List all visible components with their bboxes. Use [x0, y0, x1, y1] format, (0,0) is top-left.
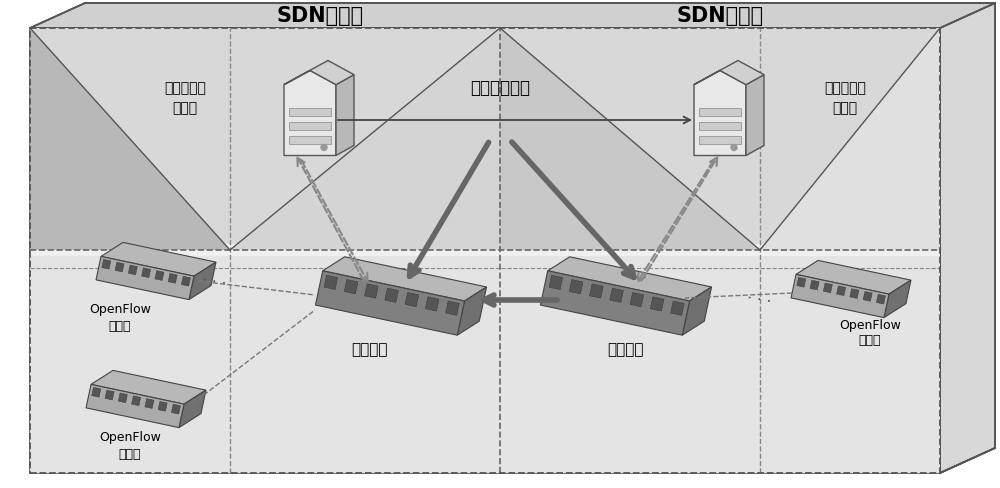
Text: SDN自治域: SDN自治域: [676, 6, 764, 26]
Polygon shape: [155, 271, 164, 281]
Polygon shape: [284, 61, 354, 84]
Polygon shape: [142, 268, 151, 278]
Polygon shape: [500, 28, 760, 250]
Circle shape: [731, 144, 737, 150]
Polygon shape: [850, 289, 859, 299]
Polygon shape: [145, 399, 154, 408]
Polygon shape: [746, 75, 764, 156]
Polygon shape: [630, 292, 644, 307]
Polygon shape: [837, 286, 846, 296]
Polygon shape: [405, 292, 419, 307]
Polygon shape: [425, 297, 439, 311]
Text: . . .: . . .: [202, 268, 228, 287]
Polygon shape: [189, 262, 216, 300]
Polygon shape: [102, 259, 111, 269]
Polygon shape: [96, 256, 194, 300]
Polygon shape: [694, 61, 764, 84]
Polygon shape: [797, 277, 806, 287]
Polygon shape: [810, 280, 819, 290]
Polygon shape: [115, 262, 124, 272]
Polygon shape: [796, 261, 911, 294]
Polygon shape: [823, 283, 832, 293]
Polygon shape: [610, 288, 623, 303]
Polygon shape: [760, 28, 940, 250]
Text: OpenFlow
交换机: OpenFlow 交换机: [839, 319, 901, 347]
Polygon shape: [323, 257, 487, 301]
Polygon shape: [30, 28, 940, 473]
Polygon shape: [540, 271, 690, 335]
Polygon shape: [699, 122, 741, 129]
Circle shape: [321, 144, 327, 150]
Polygon shape: [179, 390, 206, 427]
Polygon shape: [699, 136, 741, 143]
Polygon shape: [791, 274, 889, 318]
Polygon shape: [30, 244, 940, 256]
Polygon shape: [289, 107, 331, 116]
Polygon shape: [324, 275, 338, 289]
Polygon shape: [336, 75, 354, 156]
Polygon shape: [682, 287, 712, 335]
Text: 增强的安全
控制器: 增强的安全 控制器: [164, 81, 206, 115]
Polygon shape: [385, 288, 398, 303]
Polygon shape: [289, 136, 331, 143]
Polygon shape: [284, 70, 336, 156]
Polygon shape: [548, 257, 712, 301]
Polygon shape: [940, 3, 995, 473]
Polygon shape: [86, 385, 184, 427]
Polygon shape: [344, 280, 358, 294]
Polygon shape: [91, 370, 206, 404]
Polygon shape: [30, 3, 995, 28]
Polygon shape: [171, 404, 180, 414]
Polygon shape: [315, 271, 465, 335]
Polygon shape: [128, 265, 137, 275]
Polygon shape: [671, 301, 684, 315]
Polygon shape: [230, 28, 500, 250]
Polygon shape: [365, 284, 378, 298]
Text: SDN自治域: SDN自治域: [276, 6, 364, 26]
Polygon shape: [699, 107, 741, 116]
Polygon shape: [30, 250, 940, 473]
Polygon shape: [30, 28, 230, 250]
Text: 域间代理: 域间代理: [352, 343, 388, 358]
Text: 增强的安全
控制器: 增强的安全 控制器: [824, 81, 866, 115]
Polygon shape: [863, 291, 872, 301]
Text: . . .: . . .: [747, 286, 773, 305]
Polygon shape: [694, 70, 746, 156]
Polygon shape: [132, 396, 141, 406]
Polygon shape: [446, 301, 459, 315]
Polygon shape: [30, 28, 940, 250]
Polygon shape: [457, 287, 487, 335]
Polygon shape: [549, 275, 563, 289]
Text: OpenFlow
交换机: OpenFlow 交换机: [99, 431, 161, 461]
Polygon shape: [105, 390, 114, 400]
Polygon shape: [289, 122, 331, 129]
Polygon shape: [876, 294, 885, 304]
Polygon shape: [569, 280, 583, 294]
Polygon shape: [590, 284, 603, 298]
Polygon shape: [650, 297, 664, 311]
Text: 域间代理: 域间代理: [607, 343, 643, 358]
Polygon shape: [101, 243, 216, 276]
Text: 安全通信隐道: 安全通信隐道: [470, 79, 530, 97]
Polygon shape: [118, 393, 127, 403]
Polygon shape: [92, 387, 101, 397]
Polygon shape: [181, 276, 190, 286]
Polygon shape: [158, 402, 167, 411]
Polygon shape: [884, 280, 911, 318]
Polygon shape: [168, 273, 177, 283]
Text: OpenFlow
交换机: OpenFlow 交换机: [89, 304, 151, 332]
